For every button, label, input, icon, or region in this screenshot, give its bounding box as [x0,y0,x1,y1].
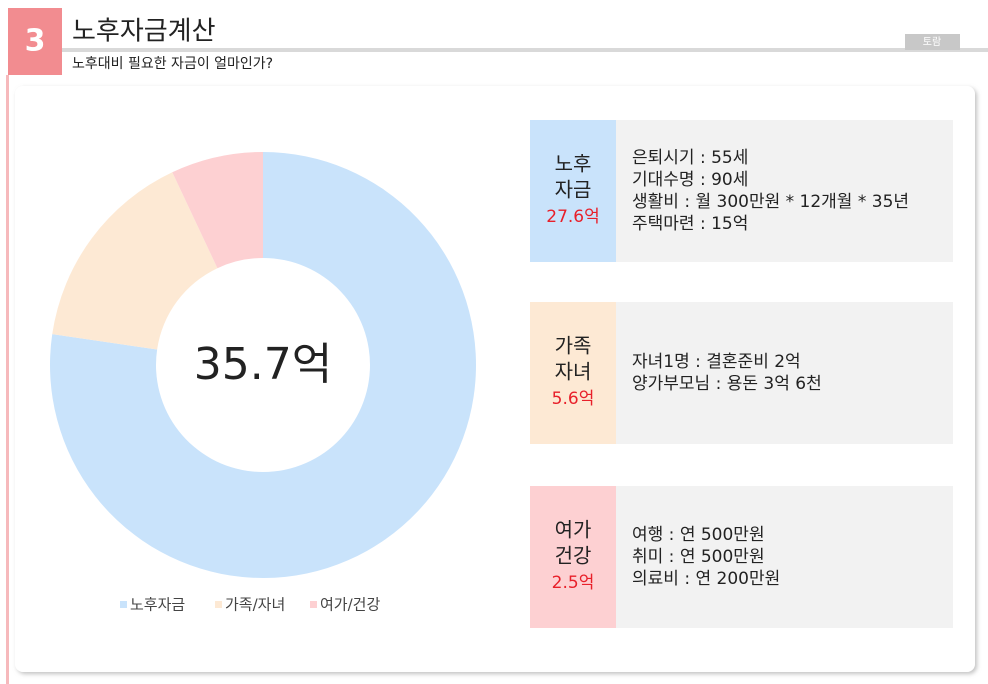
legend-swatch [215,601,222,608]
panel-line: 취미 : 연 500만원 [632,547,765,567]
tag-box [905,34,960,50]
legend-label: 여가/건강 [320,596,380,614]
header-line [62,48,988,52]
legend-swatch [310,601,317,608]
panel-title: 여가 [555,518,592,542]
legend-swatch [120,601,127,608]
legend-label: 노후자금 [130,596,185,614]
panel-line: 의료비 : 연 200만원 [632,569,780,589]
panel-amount: 27.6억 [546,207,600,227]
tag: 토람 [923,35,941,48]
pie-slice [172,152,263,269]
legend-label: 가족/자녀 [225,596,285,614]
panel-title: 노후 [555,152,592,176]
panel-label-bg [530,120,616,262]
panel-amount: 2.5억 [552,573,595,593]
section-number: 3 [25,24,46,59]
subtitle: 노후대비 필요한 자금이 얼마인가? [72,56,273,72]
panel-amount: 5.6억 [552,389,595,409]
panel-line: 양가부모님 : 용돈 3억 6천 [632,374,822,394]
pie-slice [50,152,477,578]
title: 노후자금계산 [72,17,216,47]
panel-line: 은퇴시기 : 55세 [632,148,748,168]
panel-line: 생활비 : 월 300만원 * 12개월 * 35년 [632,192,909,212]
panel-title: 자녀 [555,360,592,384]
panel-label-bg [530,302,616,444]
panel-line: 주택마련 : 15억 [632,214,748,234]
panel-title: 건강 [555,544,592,568]
panel-title: 가족 [555,334,592,358]
panel-title: 자금 [555,178,592,202]
panel-line: 기대수명 : 90세 [632,170,748,190]
side-line [6,75,9,684]
panel-line: 자녀1명 : 결혼준비 2억 [632,352,801,372]
panel-line: 여행 : 연 500만원 [632,525,765,545]
number-box [8,8,62,75]
panel-label-bg [530,486,616,628]
pie-slice [52,172,218,350]
center-label: 35.7억 [194,339,332,390]
